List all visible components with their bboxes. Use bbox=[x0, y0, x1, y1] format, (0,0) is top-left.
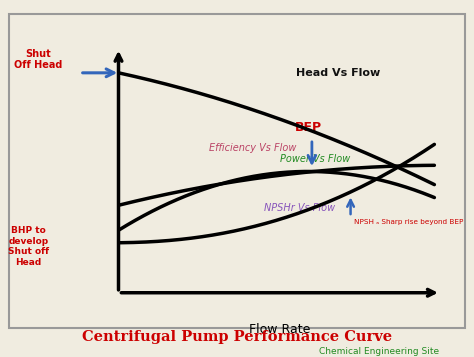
Text: Head Vs Flow: Head Vs Flow bbox=[296, 68, 380, 78]
Text: Flow Rate: Flow Rate bbox=[249, 323, 310, 336]
Text: Chemical Engineering Site: Chemical Engineering Site bbox=[319, 347, 439, 356]
Text: BHP to
develop
Shut off
Head: BHP to develop Shut off Head bbox=[8, 226, 49, 267]
Text: Power Vs Flow: Power Vs Flow bbox=[280, 154, 350, 164]
Text: BEP: BEP bbox=[295, 121, 322, 134]
Text: Shut
Off Head: Shut Off Head bbox=[14, 49, 62, 70]
Text: NPSH ₐ Sharp rise beyond BEP: NPSH ₐ Sharp rise beyond BEP bbox=[354, 220, 463, 226]
Text: Centrifugal Pump Performance Curve: Centrifugal Pump Performance Curve bbox=[82, 330, 392, 345]
Text: Efficiency Vs Flow: Efficiency Vs Flow bbox=[209, 143, 296, 153]
Text: NPSHr Vs Flow: NPSHr Vs Flow bbox=[264, 203, 335, 213]
